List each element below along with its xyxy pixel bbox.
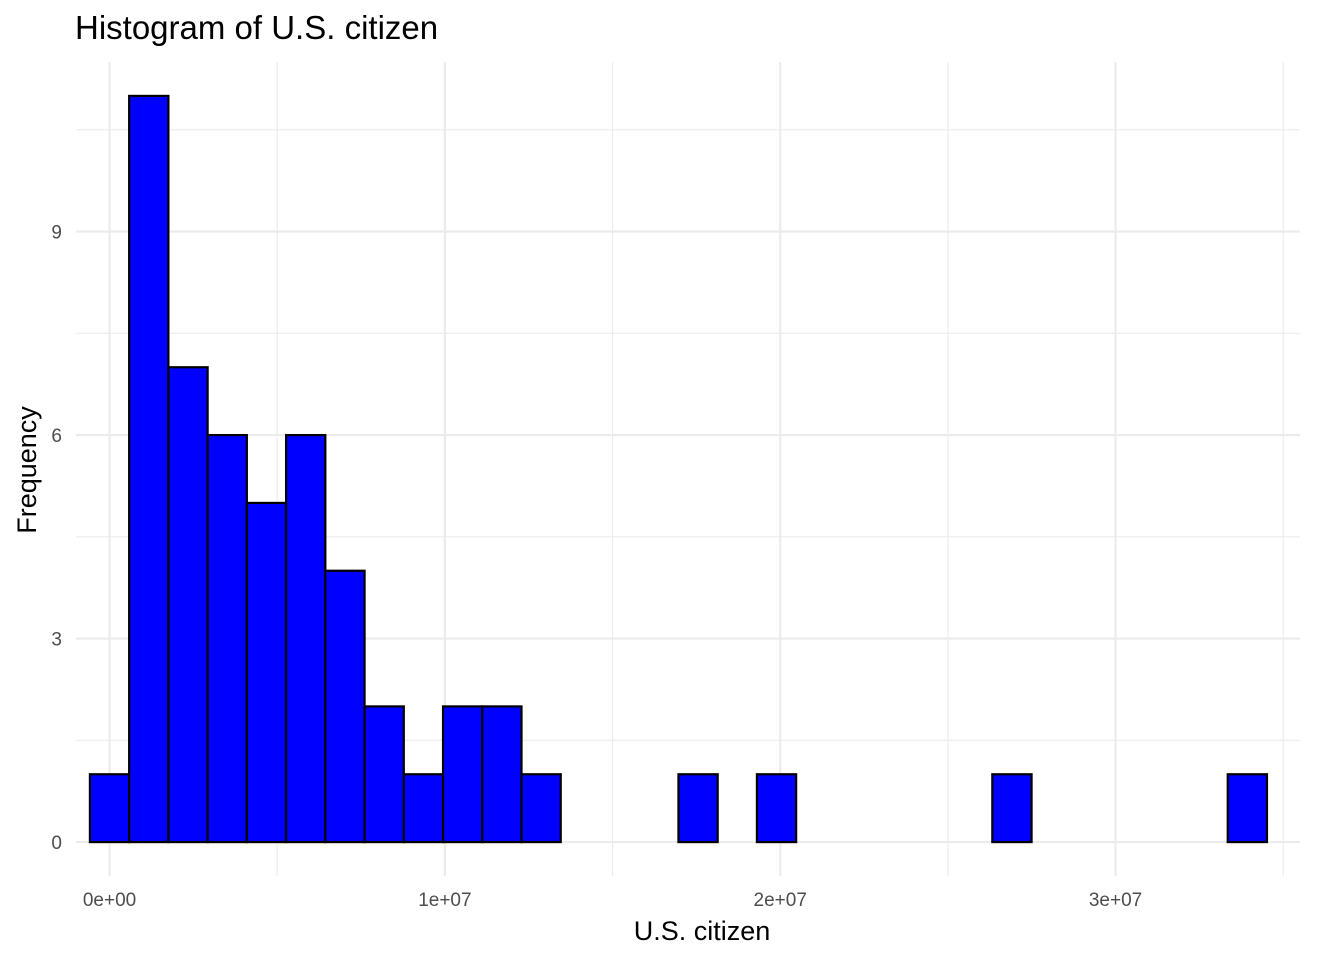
histogram-bar xyxy=(1226,773,1269,844)
histogram-bar xyxy=(441,705,484,844)
x-axis-title: U.S. citizen xyxy=(634,916,771,946)
histogram-bar xyxy=(677,773,719,844)
x-tick-label: 0e+00 xyxy=(83,890,136,911)
y-axis-ticks: 0 3 6 9 xyxy=(51,223,62,854)
histogram-bar xyxy=(206,433,248,844)
histogram-bar xyxy=(88,773,131,844)
histogram-bar xyxy=(245,501,288,844)
histogram-bar xyxy=(520,773,562,844)
x-tick-label: 3e+07 xyxy=(1089,890,1142,911)
histogram-bar xyxy=(755,773,798,844)
bars xyxy=(88,94,1269,844)
histogram-bar xyxy=(481,705,523,844)
histogram-bar xyxy=(991,773,1033,844)
histogram-bar xyxy=(402,773,445,844)
histogram-bar xyxy=(324,569,366,844)
y-axis-title: Frequency xyxy=(12,406,42,534)
y-tick-label: 6 xyxy=(51,426,62,447)
x-axis-ticks: 0e+00 1e+07 2e+07 3e+07 xyxy=(83,890,1142,911)
y-tick-label: 0 xyxy=(51,833,62,854)
histogram-bar xyxy=(363,705,405,844)
y-tick-label: 3 xyxy=(51,630,62,651)
histogram-bar xyxy=(128,94,170,844)
histogram-bar xyxy=(284,433,327,844)
x-tick-label: 2e+07 xyxy=(754,890,807,911)
x-tick-label: 1e+07 xyxy=(418,890,471,911)
histogram-bar xyxy=(167,366,209,844)
y-tick-label: 9 xyxy=(51,223,62,244)
chart-title: Histogram of U.S. citizen xyxy=(75,9,438,46)
